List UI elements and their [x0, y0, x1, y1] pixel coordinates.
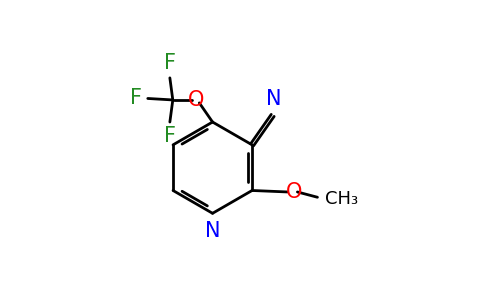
Text: CH₃: CH₃ [325, 190, 358, 208]
Text: F: F [164, 53, 176, 74]
Text: O: O [188, 90, 205, 110]
Text: O: O [286, 182, 302, 202]
Text: F: F [164, 126, 176, 146]
Text: N: N [266, 89, 282, 109]
Text: F: F [131, 88, 142, 109]
Text: N: N [205, 221, 220, 241]
